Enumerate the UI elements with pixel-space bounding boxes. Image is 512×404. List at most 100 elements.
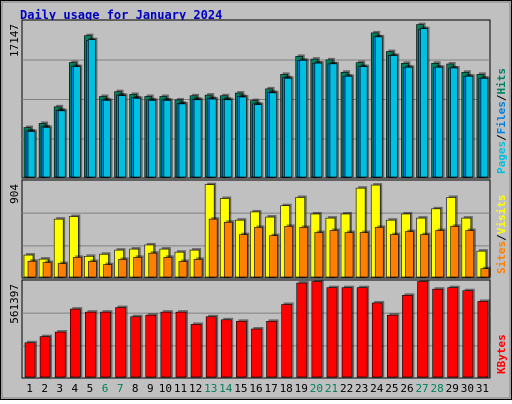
bar-kbytes	[341, 287, 353, 378]
legend-2: Sites/Visits	[495, 195, 508, 275]
x-tick-label: 18	[280, 382, 293, 395]
bar-pages	[103, 100, 111, 178]
legend-item-hits: Hits	[495, 68, 508, 95]
y-max-label-1: 17147	[8, 24, 21, 57]
bar-kbytes	[69, 308, 81, 378]
bar-sites	[299, 227, 309, 278]
x-tick-label: 23	[355, 382, 368, 395]
x-tick-label: 21	[325, 382, 338, 395]
bar-kbytes	[100, 311, 111, 378]
bar-sites	[344, 232, 354, 278]
bar-sites	[148, 252, 158, 278]
bar-kbytes	[326, 287, 338, 378]
panel-1: 17147 Pages/Files/Hits	[8, 19, 508, 179]
bar-sites	[118, 259, 127, 278]
bar-sites	[420, 234, 429, 278]
bar-kbytes	[281, 304, 292, 378]
bar-kbytes	[311, 281, 323, 378]
x-tick-label: 15	[234, 382, 247, 395]
legend-separator: /	[495, 134, 508, 141]
bar-sites	[269, 235, 278, 278]
legend-item-visits: Visits	[495, 195, 508, 235]
x-tick-label: 19	[295, 382, 308, 395]
bar-kbytes	[266, 321, 277, 378]
bar-sites	[405, 231, 414, 278]
x-tick-label: 25	[385, 382, 398, 395]
bar-pages	[269, 92, 277, 178]
x-tick-label: 30	[461, 382, 474, 395]
bar-sites	[465, 230, 475, 278]
bar-sites	[239, 234, 248, 278]
bar-pages	[42, 127, 51, 178]
bar-kbytes	[130, 316, 141, 378]
x-tick-label: 1	[26, 382, 33, 395]
bar-kbytes	[145, 314, 157, 378]
panels: 17147Pages/Files/Hits904Sites/Visits5613…	[8, 19, 508, 379]
bar-pages	[284, 78, 292, 178]
bar-pages	[148, 100, 157, 178]
legend-1: Pages/Files/Hits	[495, 68, 508, 174]
legend-item-kbytes: KBytes	[495, 334, 508, 374]
x-tick-label: 7	[117, 382, 124, 395]
bar-pages	[344, 75, 353, 178]
bar-sites	[193, 259, 203, 278]
bar-kbytes	[387, 314, 398, 378]
x-tick-label: 26	[400, 382, 413, 395]
bar-pages	[299, 60, 308, 178]
bar-pages	[57, 110, 66, 178]
bar-pages	[465, 75, 474, 178]
bar-pages	[329, 63, 338, 178]
bar-kbytes	[251, 328, 262, 378]
bar-sites	[103, 264, 112, 278]
bar-pages	[223, 99, 232, 178]
bar-sites	[163, 257, 173, 278]
bar-pages	[405, 66, 413, 178]
bar-sites	[329, 230, 339, 278]
bar-kbytes	[462, 290, 474, 378]
bar-sites	[88, 261, 97, 278]
bar-pages	[27, 131, 36, 178]
bar-pages	[133, 98, 141, 178]
legend-3: KBytes	[495, 334, 508, 374]
bar-kbytes	[417, 281, 428, 378]
x-tick-label: 11	[174, 382, 187, 395]
bar-kbytes	[371, 302, 383, 378]
bar-kbytes	[85, 311, 96, 378]
x-tick-label: 12	[189, 382, 202, 395]
bar-pages	[193, 99, 202, 178]
bar-kbytes	[432, 288, 443, 378]
x-tick-label: 6	[102, 382, 109, 395]
bar-kbytes	[220, 319, 232, 378]
bar-sites	[254, 227, 263, 278]
panel-3: 561397 KBytes	[8, 279, 508, 379]
bar-sites	[374, 227, 384, 278]
bar-sites	[390, 234, 399, 278]
legend-separator: /	[495, 234, 508, 241]
bar-sites	[450, 226, 460, 278]
x-tick-label: 13	[204, 382, 217, 395]
bar-pages	[314, 62, 323, 178]
x-tick-label: 29	[446, 382, 459, 395]
bar-kbytes	[175, 311, 187, 378]
bar-sites	[57, 263, 67, 278]
x-tick-label: 31	[476, 382, 489, 395]
bar-pages	[435, 66, 443, 178]
bar-sites	[72, 257, 82, 278]
bar-pages	[450, 67, 459, 178]
bar-sites	[27, 260, 37, 278]
x-tick-label: 28	[431, 382, 444, 395]
bar-kbytes	[160, 311, 172, 378]
x-tick-label: 16	[249, 382, 262, 395]
legend-item-files: Files	[495, 101, 508, 134]
x-tick-label: 10	[159, 382, 172, 395]
legend-separator: /	[495, 94, 508, 101]
x-tick-label: 4	[72, 382, 79, 395]
bar-sites	[284, 226, 293, 278]
bar-sites	[42, 262, 52, 278]
x-tick-label: 27	[415, 382, 428, 395]
legend-item-sites: Sites	[495, 241, 508, 274]
bar-sites	[359, 232, 369, 278]
bar-pages	[390, 55, 398, 178]
